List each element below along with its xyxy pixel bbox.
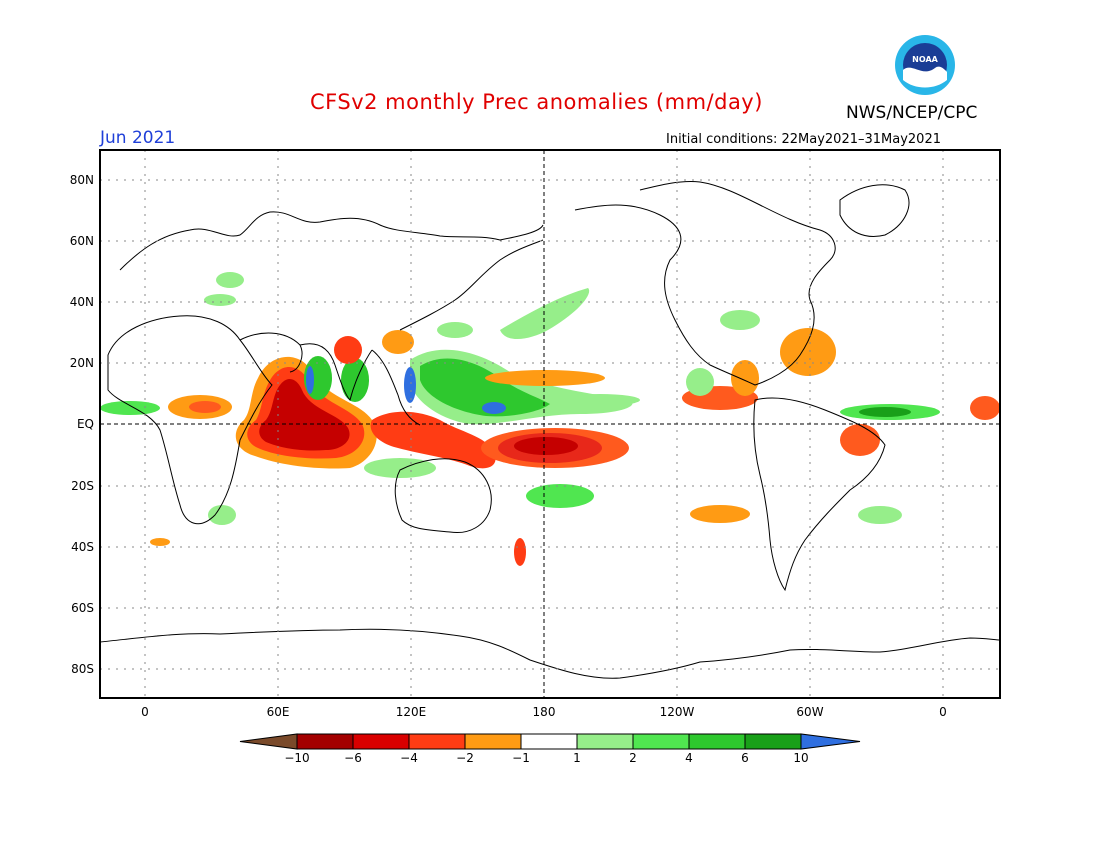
anomaly-central-america-dry bbox=[731, 360, 759, 396]
colorbar-bin bbox=[744, 733, 802, 750]
noaa-logo-text: NOAA bbox=[912, 55, 938, 64]
anomaly-japan-wet bbox=[437, 322, 473, 338]
noaa-logo: NOAA bbox=[895, 35, 955, 95]
coast-africa bbox=[107, 315, 273, 525]
colorbar-label: 4 bbox=[685, 751, 693, 765]
colorbar-bin bbox=[352, 733, 410, 750]
coast-southeast-asia bbox=[371, 239, 544, 426]
colorbar: −10 −6 −4 −2 −1 1 2 4 6 10 bbox=[239, 733, 861, 765]
lon-tick-label: 0 bbox=[141, 705, 149, 719]
anomaly-atlantic-wet bbox=[100, 401, 160, 415]
agency-label: NWS/NCEP/CPC bbox=[846, 103, 978, 123]
anomaly-philippines-wet-streak bbox=[404, 367, 416, 403]
anomaly-brazil-dry bbox=[840, 424, 880, 456]
lat-tick-label: 20N bbox=[70, 356, 94, 370]
anomaly-maritime-continent-dry bbox=[370, 411, 496, 469]
colorbar-bin bbox=[688, 733, 746, 750]
colorbar-bin bbox=[464, 733, 522, 750]
coast-australia bbox=[394, 458, 492, 534]
coast-north-america bbox=[574, 181, 836, 386]
colorbar-max-arrow bbox=[800, 733, 861, 750]
anomaly-east-pacific-wet bbox=[560, 394, 640, 406]
coast-arabia-india bbox=[239, 332, 373, 401]
anomaly-south-china-sea-dry bbox=[382, 330, 414, 354]
lat-tick-label: 80N bbox=[70, 173, 94, 187]
anomaly-gulf-wet bbox=[720, 310, 760, 330]
anomaly-north-pacific-wet bbox=[500, 288, 590, 340]
valid-month-label: Jun 2021 bbox=[100, 128, 176, 148]
anomaly-southeast-pacific-dry bbox=[690, 505, 750, 523]
colorbar-label: −10 bbox=[284, 751, 309, 765]
anomaly-south-africa-wet bbox=[208, 505, 236, 525]
coast-greenland bbox=[839, 184, 910, 237]
colorbar-label: −2 bbox=[456, 751, 474, 765]
lon-tick-label: 60W bbox=[796, 705, 823, 719]
anomaly-india-dry bbox=[334, 336, 362, 364]
map-frame bbox=[99, 149, 1001, 699]
colorbar-bin bbox=[632, 733, 690, 750]
anomaly-arabian-sea-very-wet bbox=[306, 366, 314, 394]
colorbar-label: −1 bbox=[512, 751, 530, 765]
longitude-labels: 0 60E 120E 180 120W 60W 0 bbox=[141, 705, 947, 719]
anomaly-asia-wet bbox=[204, 294, 236, 306]
lat-tick-label: 60S bbox=[71, 601, 94, 615]
colorbar-label: −4 bbox=[400, 751, 418, 765]
coast-south-america bbox=[753, 397, 886, 592]
colorbar-label: 2 bbox=[629, 751, 637, 765]
anomaly-atlantic-itcz-wet-core bbox=[859, 407, 911, 417]
lon-tick-label: 120E bbox=[396, 705, 427, 719]
colorbar-label: −6 bbox=[344, 751, 362, 765]
lat-tick-label: 60N bbox=[70, 234, 94, 248]
colorbar-bin bbox=[576, 733, 634, 750]
map-title: CFSv2 monthly Prec anomalies (mm/day) bbox=[310, 90, 763, 114]
colorbar-label: 10 bbox=[793, 751, 808, 765]
anomaly-indian-ocean-dry-core bbox=[259, 379, 350, 451]
colorbar-bin bbox=[520, 733, 578, 750]
lat-tick-label: 80S bbox=[71, 662, 94, 676]
coast-antarctica bbox=[99, 628, 1001, 679]
anomaly-south-atlantic-wet bbox=[858, 506, 902, 524]
lon-tick-label: 60E bbox=[267, 705, 290, 719]
anomaly-central-pacific-dry-core bbox=[514, 437, 578, 455]
colorbar-label: 6 bbox=[741, 751, 749, 765]
colorbar-label: 1 bbox=[573, 751, 581, 765]
anomaly-east-atlantic-dry bbox=[970, 396, 1000, 420]
anomaly-southern-ocean-dry bbox=[150, 538, 170, 546]
anomaly-central-pacific-north-dry bbox=[485, 370, 605, 386]
anomaly-bay-of-bengal-wet bbox=[341, 358, 369, 402]
anomaly-mexico-wet bbox=[686, 368, 714, 396]
anomaly-west-africa-dry-core bbox=[189, 401, 221, 413]
initial-conditions-label: Initial conditions: 22May2021–31May2021 bbox=[666, 132, 941, 147]
anomaly-shading bbox=[100, 272, 1000, 566]
lat-tick-label: 40S bbox=[71, 540, 94, 554]
anomaly-south-pacific-wet bbox=[526, 484, 594, 508]
anomaly-new-zealand-dry bbox=[514, 538, 526, 566]
anomaly-west-pacific-wet-moderate bbox=[420, 358, 550, 417]
anomaly-caribbean-dry bbox=[780, 328, 836, 376]
latitude-labels: 80N 60N 40N 20N EQ 20S 40S 60S 80S bbox=[70, 173, 94, 676]
colorbar-min-arrow bbox=[239, 733, 298, 750]
lon-tick-label: 0 bbox=[939, 705, 947, 719]
coast-europe bbox=[119, 211, 544, 271]
lon-tick-label: 120W bbox=[660, 705, 695, 719]
coastlines bbox=[99, 181, 1001, 679]
lat-tick-label: 40N bbox=[70, 295, 94, 309]
lat-tick-label: 20S bbox=[71, 479, 94, 493]
anomaly-philippines-very-wet bbox=[482, 402, 506, 414]
colorbar-bin bbox=[296, 733, 354, 750]
lon-tick-label: 180 bbox=[533, 705, 556, 719]
colorbar-bin bbox=[408, 733, 466, 750]
anomaly-europe-wet bbox=[216, 272, 244, 288]
lat-tick-label: EQ bbox=[77, 417, 94, 431]
